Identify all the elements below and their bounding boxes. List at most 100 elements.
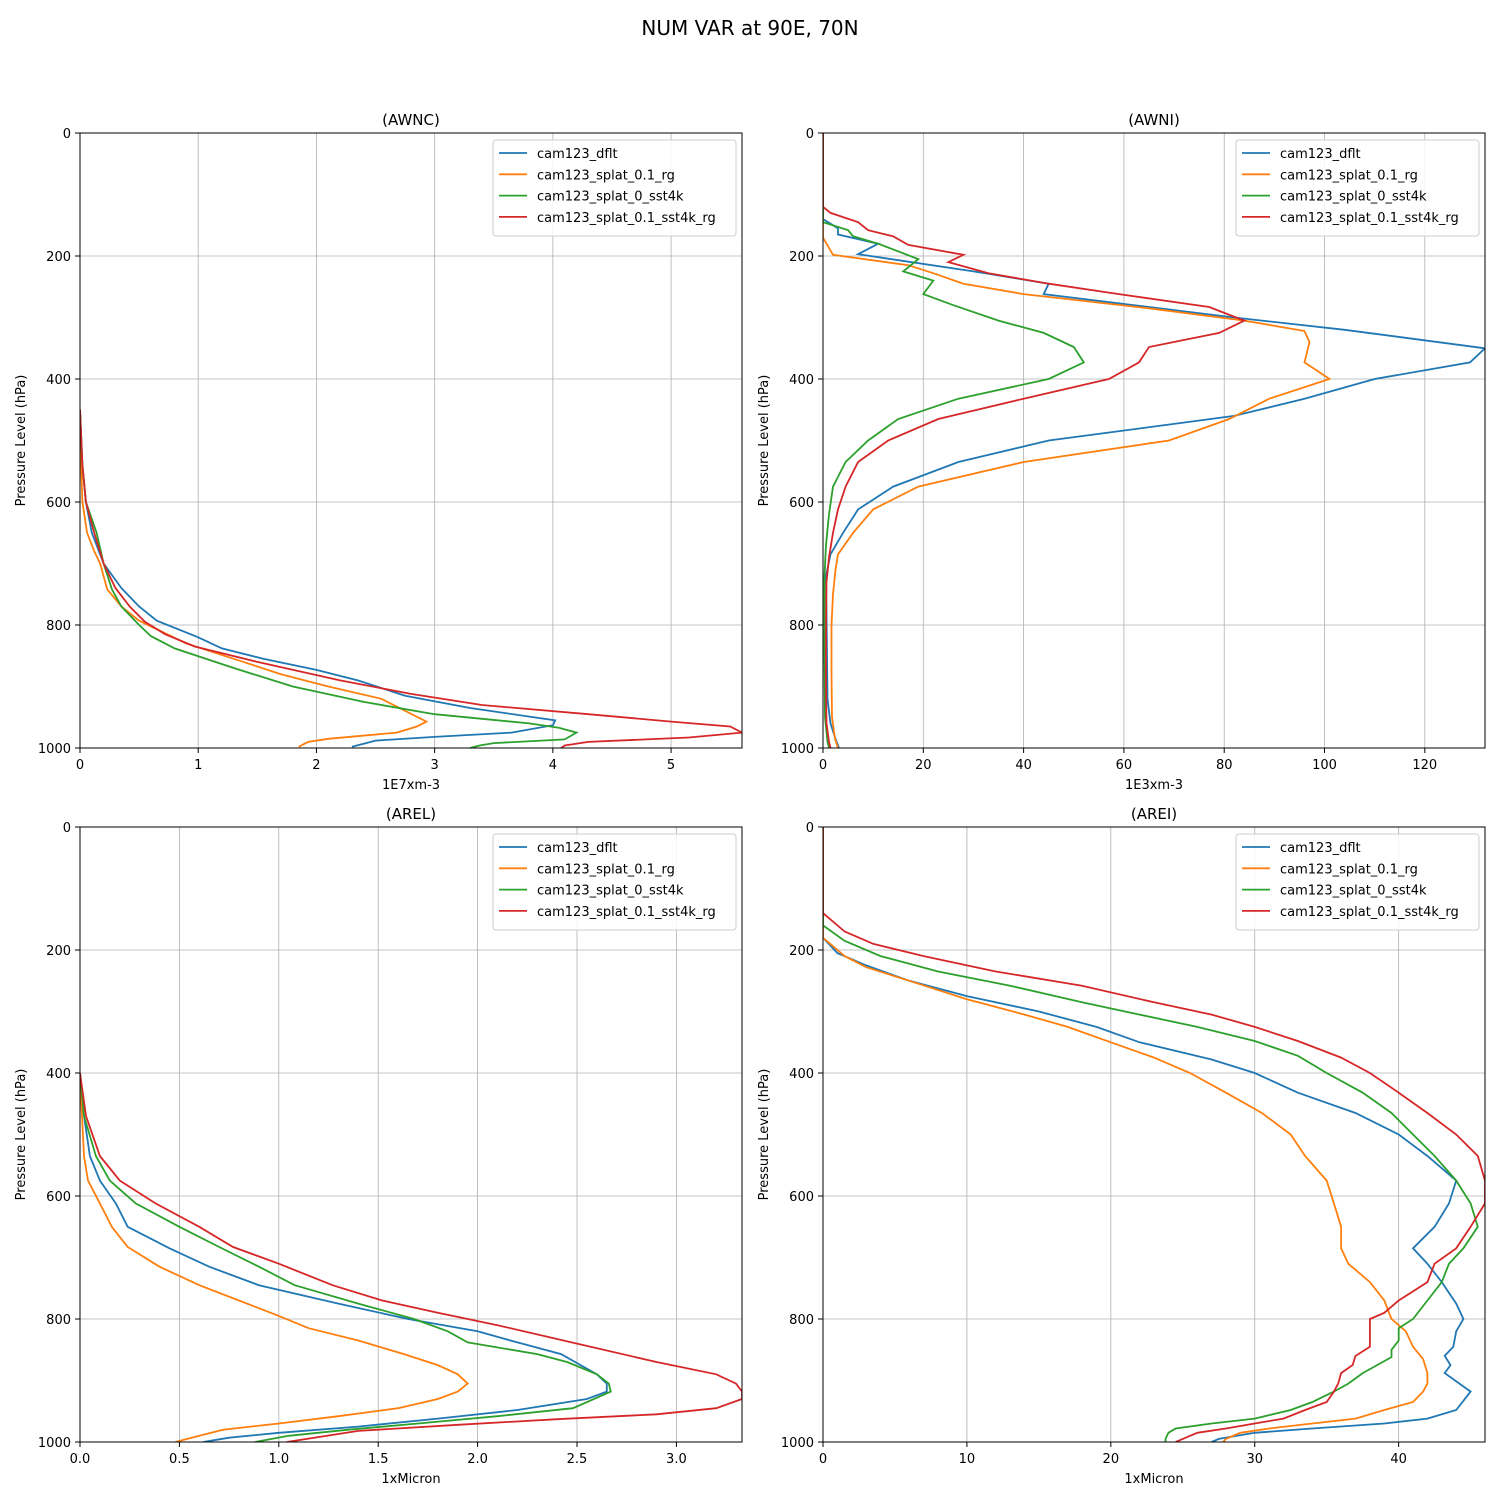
y-tick-label: 600 [46, 496, 71, 511]
x-tick-label: 60 [1116, 758, 1133, 773]
y-tick-label: 200 [46, 944, 71, 959]
legend-label: cam123_dflt [1280, 147, 1361, 162]
y-axis-label: Pressure Level (hPa) [14, 375, 29, 507]
x-tick-label: 0 [819, 758, 827, 773]
x-tick-label: 5 [667, 758, 675, 773]
x-tick-label: 40 [1015, 758, 1032, 773]
legend-label: cam123_splat_0.1_sst4k_rg [537, 211, 716, 226]
series-line-cam123_dflt [80, 409, 557, 748]
legend-box [1235, 139, 1480, 237]
series-line-cam123_splat_0.1_rg [80, 409, 429, 748]
x-tick-label: 40 [1390, 1452, 1407, 1467]
y-tick-label: 200 [789, 944, 814, 959]
x-tick-label: 30 [1246, 1452, 1263, 1467]
legend-label: cam123_splat_0_sst4k [537, 190, 684, 205]
y-axis-label: Pressure Level (hPa) [757, 375, 772, 507]
y-tick-label: 600 [789, 496, 814, 511]
legend-label: cam123_splat_0.1_rg [1280, 862, 1418, 877]
chart-title: (AREL) [386, 805, 436, 823]
x-tick-label: 120 [1412, 758, 1437, 773]
chart-title: (AWNC) [382, 111, 440, 129]
chart-panel-4: 0 10 20 30 4002004006008001000(AREI)1xMicron… [757, 805, 1486, 1487]
y-tick-label: 800 [46, 619, 71, 634]
series-line-cam123_splat_0.1_rg [80, 1072, 470, 1442]
legend-label: cam123_splat_0.1_sst4k_rg [1280, 905, 1459, 920]
series-line-cam123_splat_0.1_sst4k_rg [80, 409, 742, 748]
legend-label: cam123_dflt [537, 841, 618, 856]
x-tick-label: 1.0 [268, 1452, 289, 1467]
x-tick-label: 80 [1216, 758, 1233, 773]
legend-label: cam123_splat_0_sst4k [537, 884, 684, 899]
y-tick-label: 400 [789, 373, 814, 388]
x-tick-label: 20 [1103, 1452, 1120, 1467]
legend-label: cam123_dflt [1280, 841, 1361, 856]
x-axis-label: 1E3xm-3 [1125, 778, 1183, 793]
legend-label: cam123_splat_0.1_rg [1280, 168, 1418, 183]
series-line-cam123_splat_0_sst4k [823, 133, 1086, 748]
series-line-cam123_dflt [823, 827, 1472, 1442]
x-tick-label: 2.5 [567, 1452, 588, 1467]
legend: cam123_dflt cam123_splat_0.1_rg cam123_spl… [1235, 139, 1480, 237]
chart-title: (AREI) [1131, 805, 1177, 823]
legend-label: cam123_dflt [537, 147, 618, 162]
x-tick-label: 20 [915, 758, 932, 773]
series-line-cam123_splat_0.1_sst4k_rg [823, 133, 1247, 748]
y-tick-label: 800 [46, 1313, 71, 1328]
y-tick-label: 600 [789, 1190, 814, 1205]
y-tick-label: 0 [63, 127, 71, 142]
series-line-cam123_dflt [80, 1072, 608, 1442]
x-tick-label: 0 [819, 1452, 827, 1467]
x-tick-label: 10 [959, 1452, 976, 1467]
y-tick-label: 200 [46, 250, 71, 265]
x-tick-label: 100 [1312, 758, 1337, 773]
figure-title: NUM VAR at 90E, 70N [641, 16, 859, 40]
chart-title: (AWNI) [1128, 111, 1180, 129]
series-line-cam123_splat_0_sst4k [80, 409, 579, 748]
y-tick-label: 600 [46, 1190, 71, 1205]
legend-label: cam123_splat_0_sst4k [1280, 190, 1427, 205]
x-tick-label: 2 [312, 758, 320, 773]
y-tick-label: 400 [789, 1067, 814, 1082]
legend: cam123_dflt cam123_splat_0.1_rg cam123_spl… [1235, 833, 1480, 931]
y-tick-label: 0 [63, 821, 71, 836]
x-tick-label: 1.5 [368, 1452, 389, 1467]
y-tick-label: 0 [806, 127, 814, 142]
legend: cam123_dflt cam123_splat_0.1_rg cam123_spl… [492, 139, 737, 237]
y-axis-label: Pressure Level (hPa) [14, 1069, 29, 1201]
legend: cam123_dflt cam123_splat_0.1_rg cam123_spl… [492, 833, 737, 931]
legend-label: cam123_splat_0.1_rg [537, 862, 675, 877]
x-axis-label: 1xMicron [1124, 1472, 1183, 1487]
x-tick-label: 0 [76, 758, 84, 773]
legend-label: cam123_splat_0.1_rg [537, 168, 675, 183]
y-tick-label: 800 [789, 619, 814, 634]
series-line-cam123_splat_0_sst4k [823, 827, 1479, 1442]
legend-box [1235, 833, 1480, 931]
series-line-cam123_splat_0.1_rg [823, 827, 1429, 1442]
series-line-cam123_splat_0_sst4k [80, 1072, 612, 1442]
y-tick-label: 400 [46, 1067, 71, 1082]
y-tick-label: 200 [789, 250, 814, 265]
legend-box [492, 833, 737, 931]
x-tick-label: 1 [194, 758, 202, 773]
x-tick-label: 4 [549, 758, 557, 773]
y-tick-label: 1000 [38, 1436, 71, 1451]
x-axis-label: 1E7xm-3 [382, 778, 440, 793]
y-axis-label: Pressure Level (hPa) [757, 1069, 772, 1201]
y-tick-label: 800 [789, 1313, 814, 1328]
series-line-cam123_splat_0.1_sst4k_rg [80, 1072, 742, 1442]
legend-label: cam123_splat_0_sst4k [1280, 884, 1427, 899]
x-axis-label: 1xMicron [381, 1472, 440, 1487]
x-tick-label: 0.5 [169, 1452, 190, 1467]
x-tick-label: 3.0 [666, 1452, 687, 1467]
chart-panel-1: 0 1 2 3 4 5 0 200 400 600 800 1000 (AWNC) 1E7xm-3 Pres… [14, 111, 743, 793]
series-line-cam123_splat_0.1_rg [823, 133, 1332, 748]
legend-label: cam123_splat_0.1_sst4k_rg [1280, 211, 1459, 226]
series-line-cam123_splat_0.1_sst4k_rg [823, 827, 1485, 1442]
y-tick-label: 0 [806, 821, 814, 836]
x-tick-label: 3 [431, 758, 439, 773]
plot-frame [822, 132, 1486, 749]
chart-panel-2: 0 20 40 60 80 100 120 0 200 400 600 800 1000 (AWNI) 1E… [757, 111, 1486, 793]
chart-panel-3: 0.0 0.5 1.0 1.5 2.0 2.5 3.0 0 200 400 600 800 1000 (A… [14, 805, 743, 1487]
plot-frame [79, 132, 743, 749]
